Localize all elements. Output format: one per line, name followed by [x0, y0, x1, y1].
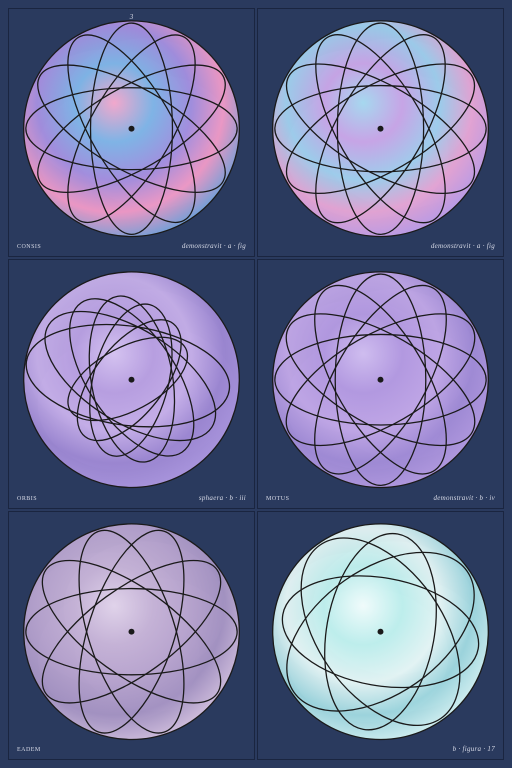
panel-label-left: consis: [17, 241, 41, 250]
sphere-svg: [9, 512, 254, 759]
sphere-panel-p3: orbis sphaera · b · iii: [8, 259, 255, 508]
center-dot-icon: [378, 126, 384, 132]
sphere-panel-p5: eadem: [8, 511, 255, 760]
orbital-sphere-plate: 3 consis demonstravit · a · fig demonstravi…: [0, 0, 512, 768]
sphere-panel-p2: demonstravit · a · fig: [257, 8, 504, 257]
sphere-panel-p4: motus demonstravit · b · iv: [257, 259, 504, 508]
sphere-svg: [9, 260, 254, 507]
panel-label-left: eadem: [17, 744, 41, 753]
panel-label-top: 3: [130, 13, 134, 21]
center-dot-icon: [129, 126, 135, 132]
panel-label-right: demonstravit · a · fig: [431, 242, 495, 250]
panel-label-right: demonstravit · b · iv: [434, 494, 495, 502]
sphere-svg: [258, 9, 503, 256]
center-dot-icon: [378, 628, 384, 634]
panel-label-left: motus: [266, 493, 289, 502]
panel-label-left: orbis: [17, 493, 37, 502]
center-dot-icon: [129, 377, 135, 383]
center-dot-icon: [378, 377, 384, 383]
sphere-panel-p6: b · figura · 17: [257, 511, 504, 760]
sphere-svg: [9, 9, 254, 256]
sphere-svg: [258, 512, 503, 759]
panel-label-right: demonstravit · a · fig: [182, 242, 246, 250]
center-dot-icon: [129, 628, 135, 634]
panel-label-right: b · figura · 17: [453, 745, 495, 753]
panel-label-right: sphaera · b · iii: [199, 494, 246, 502]
sphere-svg: [258, 260, 503, 507]
sphere-panel-p1: 3 consis demonstravit · a · fig: [8, 8, 255, 257]
